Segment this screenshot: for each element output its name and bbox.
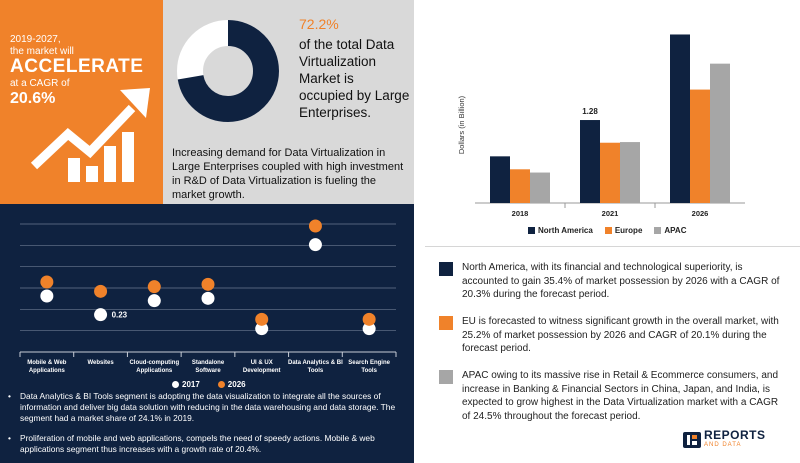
bar-legend: North America Europe APAC xyxy=(528,226,686,235)
bar-category-label: 2021 xyxy=(602,209,619,218)
bar-apac-2021 xyxy=(620,142,640,203)
legend-apac: APAC xyxy=(654,226,686,235)
legend-north-america-label: North America xyxy=(538,226,593,235)
legend-apac-swatch xyxy=(654,227,662,234)
segment-panel: 0.23 Mobile & Web Applications Websites Cl… xyxy=(0,204,414,463)
callout-headline: ACCELERATE xyxy=(10,56,144,77)
brand-name: REPORTS xyxy=(704,428,766,442)
legend-2026-marker xyxy=(217,381,225,388)
legend-2017-marker xyxy=(172,381,179,388)
bar-north-america-2021 xyxy=(580,120,600,203)
apac-note-marker xyxy=(439,370,453,384)
europe-note-marker xyxy=(439,316,453,330)
bar-apac-2026 xyxy=(710,63,730,203)
bar-data-label: 1.28 xyxy=(582,107,598,116)
share-donut xyxy=(177,20,279,122)
legend-2026: 2026 xyxy=(217,380,246,389)
dot-2017-cloud-computing-applications xyxy=(147,294,161,308)
segment-dot-chart: 0.23 xyxy=(19,219,397,357)
bullet-dot: • xyxy=(8,391,11,401)
dot-2026-standalone-software xyxy=(201,277,215,291)
dot-2017-standalone-software xyxy=(201,291,215,305)
divider xyxy=(425,246,800,247)
legend-north-america: North America xyxy=(528,226,593,235)
dot-2026-websites xyxy=(94,284,108,298)
callout-line2: the market will xyxy=(10,46,74,57)
dot-2026-mobile-web-applications xyxy=(40,275,54,289)
europe-note: EU is forecasted to witness significant … xyxy=(462,316,779,354)
donut-large-enterprises-arc xyxy=(177,20,279,122)
dot-2017-ui-ux-development xyxy=(255,322,269,336)
legend-2017: 2017 xyxy=(172,380,200,389)
brand-subtitle: AND DATA xyxy=(704,442,742,448)
dot-2017-mobile-web-applications xyxy=(40,289,54,303)
cagr-callout: 2019-2027, the market will ACCELERATE at… xyxy=(0,0,163,204)
brand-logo: REPORTS AND DATA xyxy=(683,428,766,450)
donut-statement: of the total Data Virtualization Market … xyxy=(299,37,410,120)
donut-description: Increasing demand for Data Virtualizatio… xyxy=(172,147,404,201)
dot-legend: 2017 2026 xyxy=(172,380,246,389)
bar-category-label: 2026 xyxy=(692,209,709,218)
dot-2026-data-analytics-bi-tools xyxy=(308,219,322,233)
callout-line1: 2019-2027, xyxy=(10,34,61,45)
segment-category-label: Standalone Software xyxy=(191,360,225,374)
north-america-note-marker xyxy=(439,262,453,276)
dot-2026-search-engine-tools xyxy=(362,312,376,326)
brand-logo-icon xyxy=(683,432,701,448)
bar-north-america-2018 xyxy=(490,156,510,203)
segment-category-label: Websites xyxy=(87,360,114,366)
legend-europe: Europe xyxy=(604,226,643,235)
segment-note-1-text: Data Analytics & BI Tools segment is ado… xyxy=(20,391,396,423)
dot-2017-websites xyxy=(94,308,108,322)
dot-2026-cloud-computing-applications xyxy=(147,280,161,294)
legend-2026-label: 2026 xyxy=(227,380,246,389)
callout-cagr: 20.6% xyxy=(10,90,56,107)
bar-europe-2026 xyxy=(690,89,710,203)
segment-category-label: Cloud-computing Applications xyxy=(129,360,180,374)
bar-apac-2018 xyxy=(530,172,550,203)
apac-note: APAC owing to its massive rise in Retail… xyxy=(462,370,779,422)
segment-category-label: Search Engine Tools xyxy=(348,360,390,374)
callout-line3: at a CAGR of xyxy=(10,78,70,89)
segment-category-label: UI & UX Development xyxy=(242,360,281,374)
bar-europe-2018 xyxy=(510,169,530,203)
donut-percent: 72.2% xyxy=(299,16,339,32)
legend-europe-label: Europe xyxy=(614,226,643,235)
dot-data-label: 0.23 xyxy=(112,311,128,320)
segment-note-1: • Data Analytics & BI Tools segment is a… xyxy=(8,391,408,436)
segment-category-label: Mobile & Web Applications xyxy=(27,360,67,374)
bullet-dot: • xyxy=(8,433,11,443)
bar-y-axis-label: Dollars (in Billion) xyxy=(457,95,466,154)
legend-2017-label: 2017 xyxy=(182,380,200,389)
legend-north-america-swatch xyxy=(528,227,535,234)
legend-europe-swatch xyxy=(604,227,612,234)
bar-north-america-2026 xyxy=(670,34,690,204)
segment-note-2-text: Proliferation of mobile and web applicat… xyxy=(20,433,375,454)
segment-category-label: Data Analytics & BI Tools xyxy=(288,360,343,374)
dot-2026-ui-ux-development xyxy=(255,312,269,326)
dot-2017-data-analytics-bi-tools xyxy=(308,238,322,252)
legend-apac-label: APAC xyxy=(664,226,687,235)
segment-note-2: • Proliferation of mobile and web applic… xyxy=(8,433,408,457)
north-america-note: North America, with its financial and te… xyxy=(462,262,780,300)
bar-europe-2021 xyxy=(600,142,620,203)
enterprise-share-panel: 72.2% of the total Data Virtualization M… xyxy=(163,0,414,204)
regional-bar-chart: Dollars (in Billion) 2018 2021 2026 1.28 xyxy=(457,34,745,218)
bar-category-label: 2018 xyxy=(512,209,529,218)
growth-arrow-icon xyxy=(30,88,150,182)
dot-2017-search-engine-tools xyxy=(362,322,376,336)
